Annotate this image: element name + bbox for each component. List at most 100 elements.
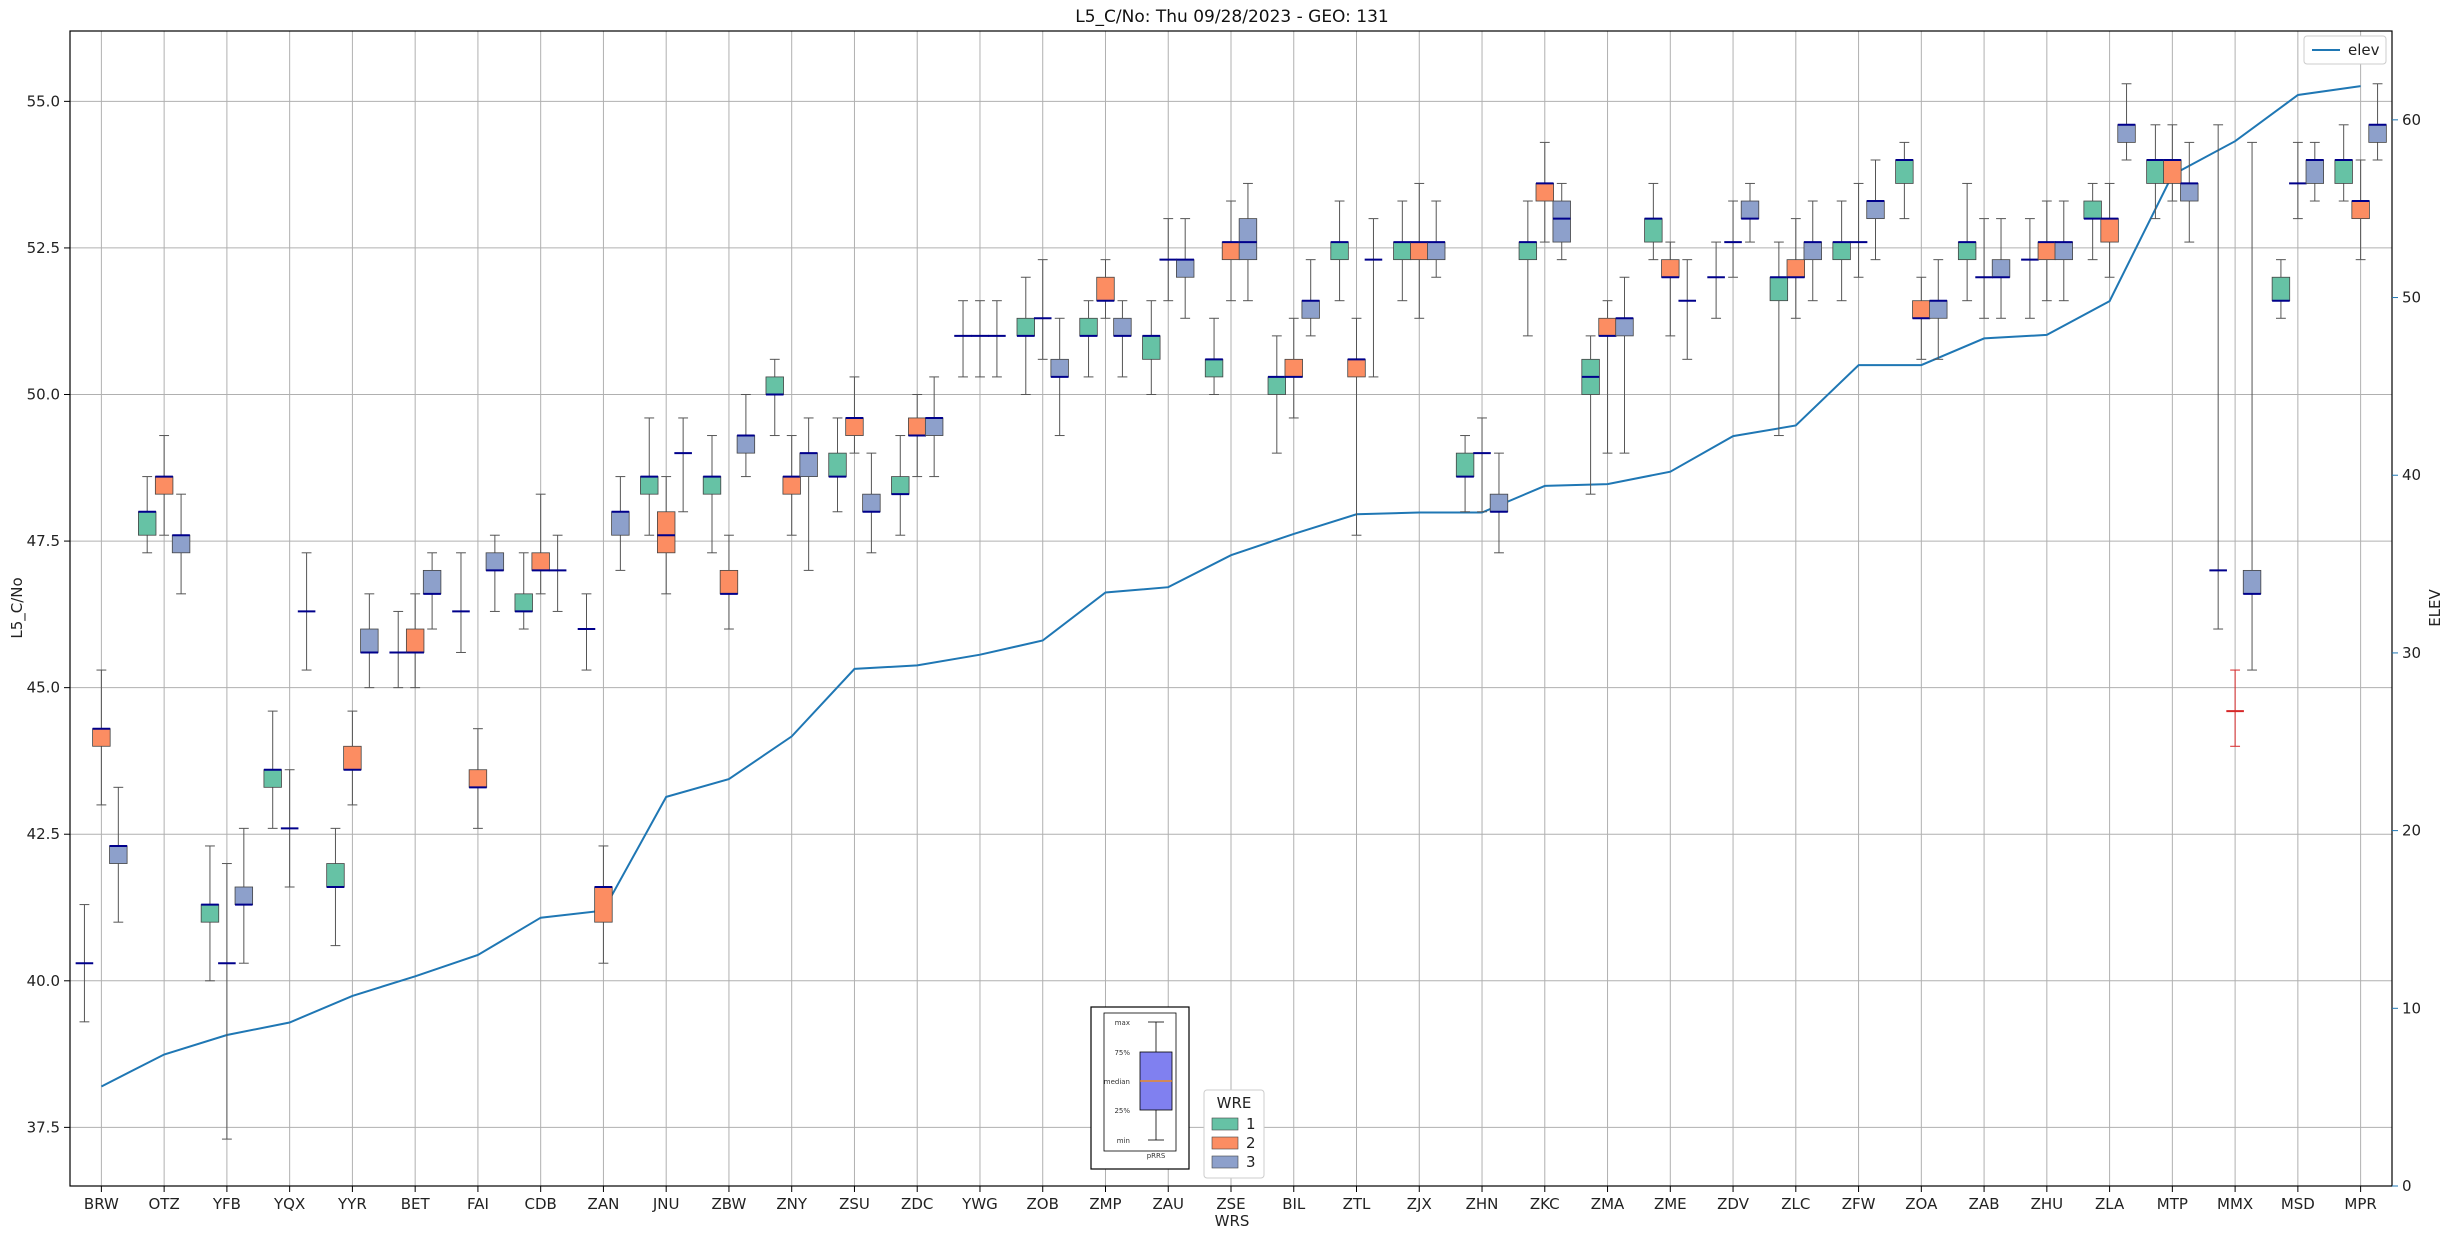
- box-ZAU-wre3: [1176, 218, 1195, 319]
- box-body: [1204, 358, 1224, 378]
- box-ZJX-wre2: [1410, 182, 1429, 319]
- box-BET-wre1: [389, 610, 408, 689]
- y2-axis: 0 10 20 30 40 50 60: [2392, 111, 2421, 1195]
- box-ZKC-wre1: [1518, 200, 1538, 337]
- box-ZLA-wre1: [2083, 182, 2102, 261]
- box-ZHU-wre2: [2037, 200, 2057, 302]
- box-BET-wre2: [405, 593, 425, 689]
- box-ZOB-wre1: [1016, 276, 1035, 396]
- box-JNU-wre1: [640, 417, 659, 536]
- box-ZOA-wre1: [1895, 141, 1914, 220]
- x-tick-label: BRW: [84, 1195, 119, 1213]
- box-ZSU-wre3: [862, 452, 881, 554]
- box-ZBW-wre1: [702, 435, 722, 554]
- x-tick-label: OTZ: [149, 1195, 180, 1213]
- box-body: [1455, 452, 1475, 477]
- box-MMX-wre1: [2209, 124, 2227, 630]
- box-body: [736, 435, 756, 454]
- box-OTZ-wre1: [138, 476, 157, 554]
- box-body: [782, 476, 801, 495]
- box-body: [1113, 317, 1132, 337]
- box-body: [2351, 200, 2370, 220]
- box-body: [799, 452, 818, 477]
- box-body: [514, 593, 533, 612]
- y2-tick-label: 40: [2402, 466, 2421, 484]
- box-BIL-wre2: [1284, 317, 1303, 419]
- box-ZHU-wre1: [2021, 218, 2039, 319]
- box-ZNY-wre3: [799, 417, 818, 571]
- box-YFB-wre1: [200, 845, 220, 982]
- x-axis-label: WRS: [1215, 1212, 1250, 1230]
- box-BRW-wre3: [109, 786, 128, 923]
- box-ZDC-wre2: [908, 394, 927, 478]
- box-body: [908, 417, 927, 436]
- box-body: [1535, 183, 1554, 202]
- box-body: [1912, 300, 1931, 319]
- x-tick-label: MPR: [2344, 1195, 2376, 1213]
- box-body: [657, 511, 676, 554]
- box-body: [1957, 241, 1977, 261]
- x-tick-label: JNU: [652, 1195, 680, 1213]
- wre-legend-title: WRE: [1217, 1094, 1252, 1112]
- box-ZAB-wre1: [1957, 182, 1977, 302]
- box-ZSE-wre2: [1221, 200, 1241, 302]
- box-MTP-wre2: [2163, 124, 2182, 202]
- box-body: [828, 452, 847, 477]
- box-ZAB-wre3: [1991, 218, 2011, 319]
- box-YYR-wre1: [326, 827, 345, 947]
- wre-legend-swatch-2: [1211, 1136, 1239, 1150]
- box-BET-wre3: [422, 552, 442, 630]
- box-CDB-wre3: [548, 534, 567, 612]
- box-ZOA-wre3: [1929, 259, 1948, 360]
- inset-label-min: min: [1117, 1137, 1130, 1145]
- box-ZAN-wre2: [594, 845, 613, 964]
- box-ZHN-wre3: [1489, 452, 1509, 554]
- box-BIL-wre1: [1267, 335, 1286, 454]
- box-body: [485, 552, 505, 571]
- x-tick-label: ZNY: [776, 1195, 807, 1213]
- box-body: [1238, 218, 1258, 261]
- wre-legend-swatch-1: [1211, 1117, 1239, 1131]
- box-body: [1552, 200, 1571, 243]
- box-body: [1284, 358, 1303, 378]
- elev-legend-label: elev: [2348, 41, 2380, 59]
- box-ZLA-wre3: [2117, 83, 2136, 161]
- wre-legend-label-3: 3: [1246, 1153, 1256, 1171]
- x-tick-label: ZMA: [1591, 1195, 1625, 1213]
- box-body: [422, 569, 442, 595]
- box-ZAN-wre3: [611, 476, 630, 571]
- box-body: [1803, 241, 1822, 261]
- x-tick-label: ZMP: [1089, 1195, 1121, 1213]
- box-body: [234, 886, 254, 905]
- box-YYR-wre3: [360, 593, 379, 689]
- box-YQX-wre1: [263, 710, 282, 829]
- box-ZAN-wre1: [577, 593, 596, 671]
- box-ZDV-wre2: [1724, 200, 1742, 278]
- box-MMX-wre2: [2226, 669, 2244, 747]
- y-tick-label: 52.5: [27, 239, 60, 257]
- y2-axis-label: ELEV: [2426, 588, 2444, 626]
- box-body: [1347, 358, 1366, 378]
- box-body: [594, 886, 613, 923]
- box-YFB-wre2: [218, 863, 236, 1140]
- box-body: [2334, 159, 2353, 184]
- y-tick-label: 50.0: [27, 386, 60, 404]
- box-MSD-wre2: [2289, 141, 2307, 220]
- box-body: [2083, 200, 2102, 220]
- box-body: [1740, 200, 1760, 220]
- box-ZSU-wre2: [845, 376, 864, 454]
- box-body: [2037, 241, 2057, 261]
- x-tick-label: ZSU: [839, 1195, 870, 1213]
- box-ZTL-wre1: [1330, 200, 1349, 302]
- box-MPR-wre3: [2368, 83, 2387, 161]
- box-JNU-wre2: [657, 476, 676, 595]
- box-ZLC-wre3: [1803, 200, 1822, 302]
- box-body: [1142, 335, 1161, 360]
- box-key-inset: max 75% median 25% min pRRS: [1090, 1006, 1190, 1170]
- elev-legend-frame: [2303, 35, 2387, 65]
- box-body: [765, 376, 784, 395]
- box-ZOA-wre2: [1912, 276, 1931, 360]
- box-BRW-wre1: [75, 904, 94, 1023]
- box-YQX-wre3: [297, 552, 316, 671]
